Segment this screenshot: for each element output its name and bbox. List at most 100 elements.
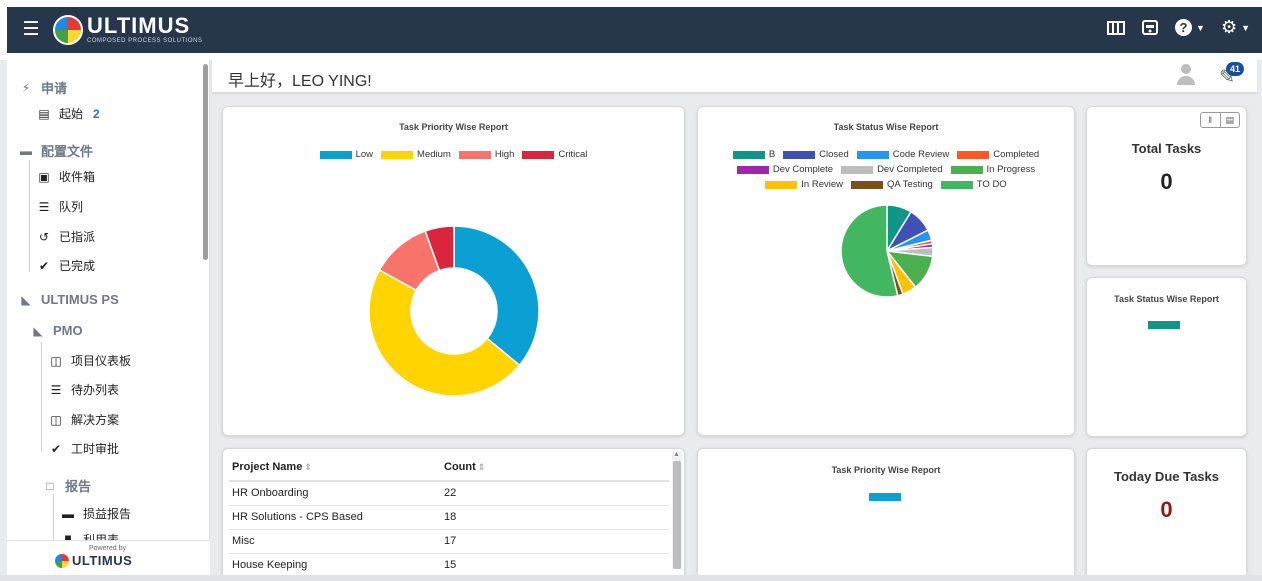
legend-entry[interactable]: Medium xyxy=(381,149,451,160)
scroll-up-icon[interactable]: ▲ xyxy=(673,451,680,458)
file-icon: ■ xyxy=(64,531,72,540)
sitemap-icon: ◣ xyxy=(21,292,31,307)
logo-text: ULTIMUS xyxy=(87,13,191,38)
pie-slice-critical[interactable] xyxy=(424,225,455,272)
legend-entry[interactable]: Low xyxy=(319,149,374,160)
user-icon[interactable] xyxy=(1177,64,1195,86)
legend-entry[interactable]: TO DO xyxy=(940,179,1007,190)
legend-label: In Progress xyxy=(986,164,1036,175)
table-row[interactable]: Misc 17 xyxy=(229,529,669,554)
gear-icon[interactable]: ⚙ ▼ xyxy=(1220,17,1250,37)
legend-label: High xyxy=(494,149,515,160)
sidebar-item-profit-report[interactable]: ▬ 损益报告 xyxy=(61,505,131,522)
logo[interactable]: ULTIMUS COMPOSED PROCESS SOLUTIONS xyxy=(53,12,202,48)
legend-swatch xyxy=(851,180,883,189)
sidebar-item-start[interactable]: ▤ 起始 2 xyxy=(37,105,99,122)
sidebar-item-label: 损益报告 xyxy=(83,507,132,521)
sidebar-item-inbox[interactable]: ▣ 收件箱 xyxy=(37,168,95,185)
legend-label: QA Testing xyxy=(887,179,933,190)
legend-entry[interactable]: QA Testing xyxy=(851,179,933,190)
legend-entry[interactable]: Dev Completed xyxy=(841,164,943,175)
inbox-icon[interactable] xyxy=(1141,19,1159,36)
sidebar-item-todo[interactable]: ☰ 待办列表 xyxy=(49,381,119,398)
table-row[interactable]: HR Onboarding 22 xyxy=(229,481,669,506)
legend-label: Low xyxy=(355,149,374,160)
table-row[interactable]: HR Solutions - CPS Based 18 xyxy=(229,505,669,530)
view-toggle[interactable]: ‖ ▤ xyxy=(1200,112,1240,128)
chart-legend: B Closed Code Review Completed Dev Complete D… xyxy=(698,149,1074,194)
sidebar-section-pmo[interactable]: ◣ PMO xyxy=(31,323,82,338)
sidebar-section-label: ULTIMUS PS xyxy=(41,292,119,307)
legend-swatch xyxy=(957,150,990,159)
legend-entry[interactable]: B xyxy=(732,149,776,160)
legend-swatch xyxy=(732,150,765,159)
sidebar-item-assigned[interactable]: ↺ 已指派 xyxy=(37,228,95,245)
sidebar-item-completed[interactable]: ✔ 已完成 xyxy=(37,257,95,274)
table-scrollbar[interactable]: ▲ xyxy=(672,451,682,569)
sidebar-section-ultimus-ps[interactable]: ◣ ULTIMUS PS xyxy=(19,292,119,307)
sidebar-item-solutions[interactable]: ◫ 解决方案 xyxy=(49,411,119,428)
legend-entry[interactable]: Dev Complete xyxy=(736,164,833,175)
legend-entry[interactable]: Completed xyxy=(957,149,1039,160)
legend-entry[interactable]: High xyxy=(458,149,515,160)
card-title: Task Status Wise Report xyxy=(1114,294,1219,304)
sidebar-item-label: 已完成 xyxy=(59,259,96,273)
legend-entry[interactable]: Code Review xyxy=(856,149,949,160)
legend-swatch xyxy=(458,150,491,159)
pie-slice-to-do[interactable] xyxy=(840,204,899,298)
column-header-count[interactable]: Count ⇕ xyxy=(441,453,669,482)
legend-entry[interactable]: Critical xyxy=(522,149,587,160)
table-row[interactable]: House Keeping 15 xyxy=(229,553,669,578)
sidebar-item-label: 项目仪表板 xyxy=(71,354,132,368)
legend-label: Medium xyxy=(417,149,451,160)
share-icon: ↺ xyxy=(38,229,50,244)
sidebar-section-label: 配置文件 xyxy=(41,144,94,159)
help-icon[interactable]: ? ▼ xyxy=(1175,19,1205,36)
sidebar-item-queue[interactable]: ☰ 队列 xyxy=(37,198,83,215)
sidebar-section-request[interactable]: ⚡︎ 申请 xyxy=(19,78,67,97)
table-header-row: Project Name ⇕ Count ⇕ xyxy=(229,453,669,482)
notification-badge[interactable]: 41 xyxy=(1226,62,1244,76)
legend-swatch xyxy=(950,165,983,174)
sidebar-section-label: 报告 xyxy=(65,479,92,494)
column-header-project-name[interactable]: Project Name ⇕ xyxy=(229,453,441,482)
total-tasks-value: 0 xyxy=(1160,169,1173,194)
sidebar-item-timesheet[interactable]: ✔ 工时审批 xyxy=(49,440,119,457)
legend-swatch xyxy=(765,180,798,189)
pie-slice-medium[interactable] xyxy=(368,269,521,397)
card-title: Task Priority Wise Report xyxy=(831,465,941,475)
legend-label: Dev Completed xyxy=(877,164,943,175)
sidebar: ⚡︎ 申请 ▤ 起始 2 ▬ 配置文件 ▣ 收件箱 ☰ 队列 ↺ 已指派 ✔ 已… xyxy=(7,60,210,576)
sidebar-item-utilization[interactable]: ■ 利用表 xyxy=(61,531,119,540)
legend-swatch xyxy=(783,150,816,159)
check-circle-icon: ✔ xyxy=(38,258,50,273)
logo-ball-icon xyxy=(53,15,83,45)
legend-swatch xyxy=(736,165,769,174)
legend-entry[interactable]: Closed xyxy=(783,149,849,160)
legend-entry[interactable]: In Progress xyxy=(950,164,1036,175)
grid-view-icon[interactable]: ‖ xyxy=(1208,115,1213,125)
legend-label: B xyxy=(768,149,776,160)
greeting-text: 早上好，LEO YING! xyxy=(228,73,372,90)
sidebar-section-profile[interactable]: ▬ 配置文件 xyxy=(19,141,93,160)
legend-entry[interactable]: In Review xyxy=(765,179,843,190)
sidebar-scrollbar[interactable] xyxy=(203,64,208,260)
sidebar-section-reports[interactable]: □ 报告 xyxy=(43,476,91,495)
layers-icon: ☰ xyxy=(38,199,50,214)
powered-by-text: Powered by xyxy=(89,545,126,552)
legend-label: Completed xyxy=(993,149,1040,160)
legend-label: Critical xyxy=(558,149,588,160)
list-view-icon[interactable]: ▤ xyxy=(1219,113,1240,127)
sidebar-item-dashboard[interactable]: ◫ 项目仪表板 xyxy=(49,352,131,369)
legend-swatch xyxy=(841,165,874,174)
columns-icon: ◫ xyxy=(50,353,62,368)
status-pie-chart xyxy=(840,204,934,298)
pie-slice-low[interactable] xyxy=(453,225,540,367)
priority-donut-chart xyxy=(368,225,540,397)
status-summary-card: Task Status Wise Report xyxy=(1086,277,1247,437)
equals-icon: ▬ xyxy=(20,143,32,158)
legend-swatch xyxy=(869,493,901,501)
columns-icon[interactable] xyxy=(1107,20,1126,35)
list-check-icon: ☰ xyxy=(50,382,62,397)
menu-icon[interactable]: ☰ xyxy=(22,19,40,40)
